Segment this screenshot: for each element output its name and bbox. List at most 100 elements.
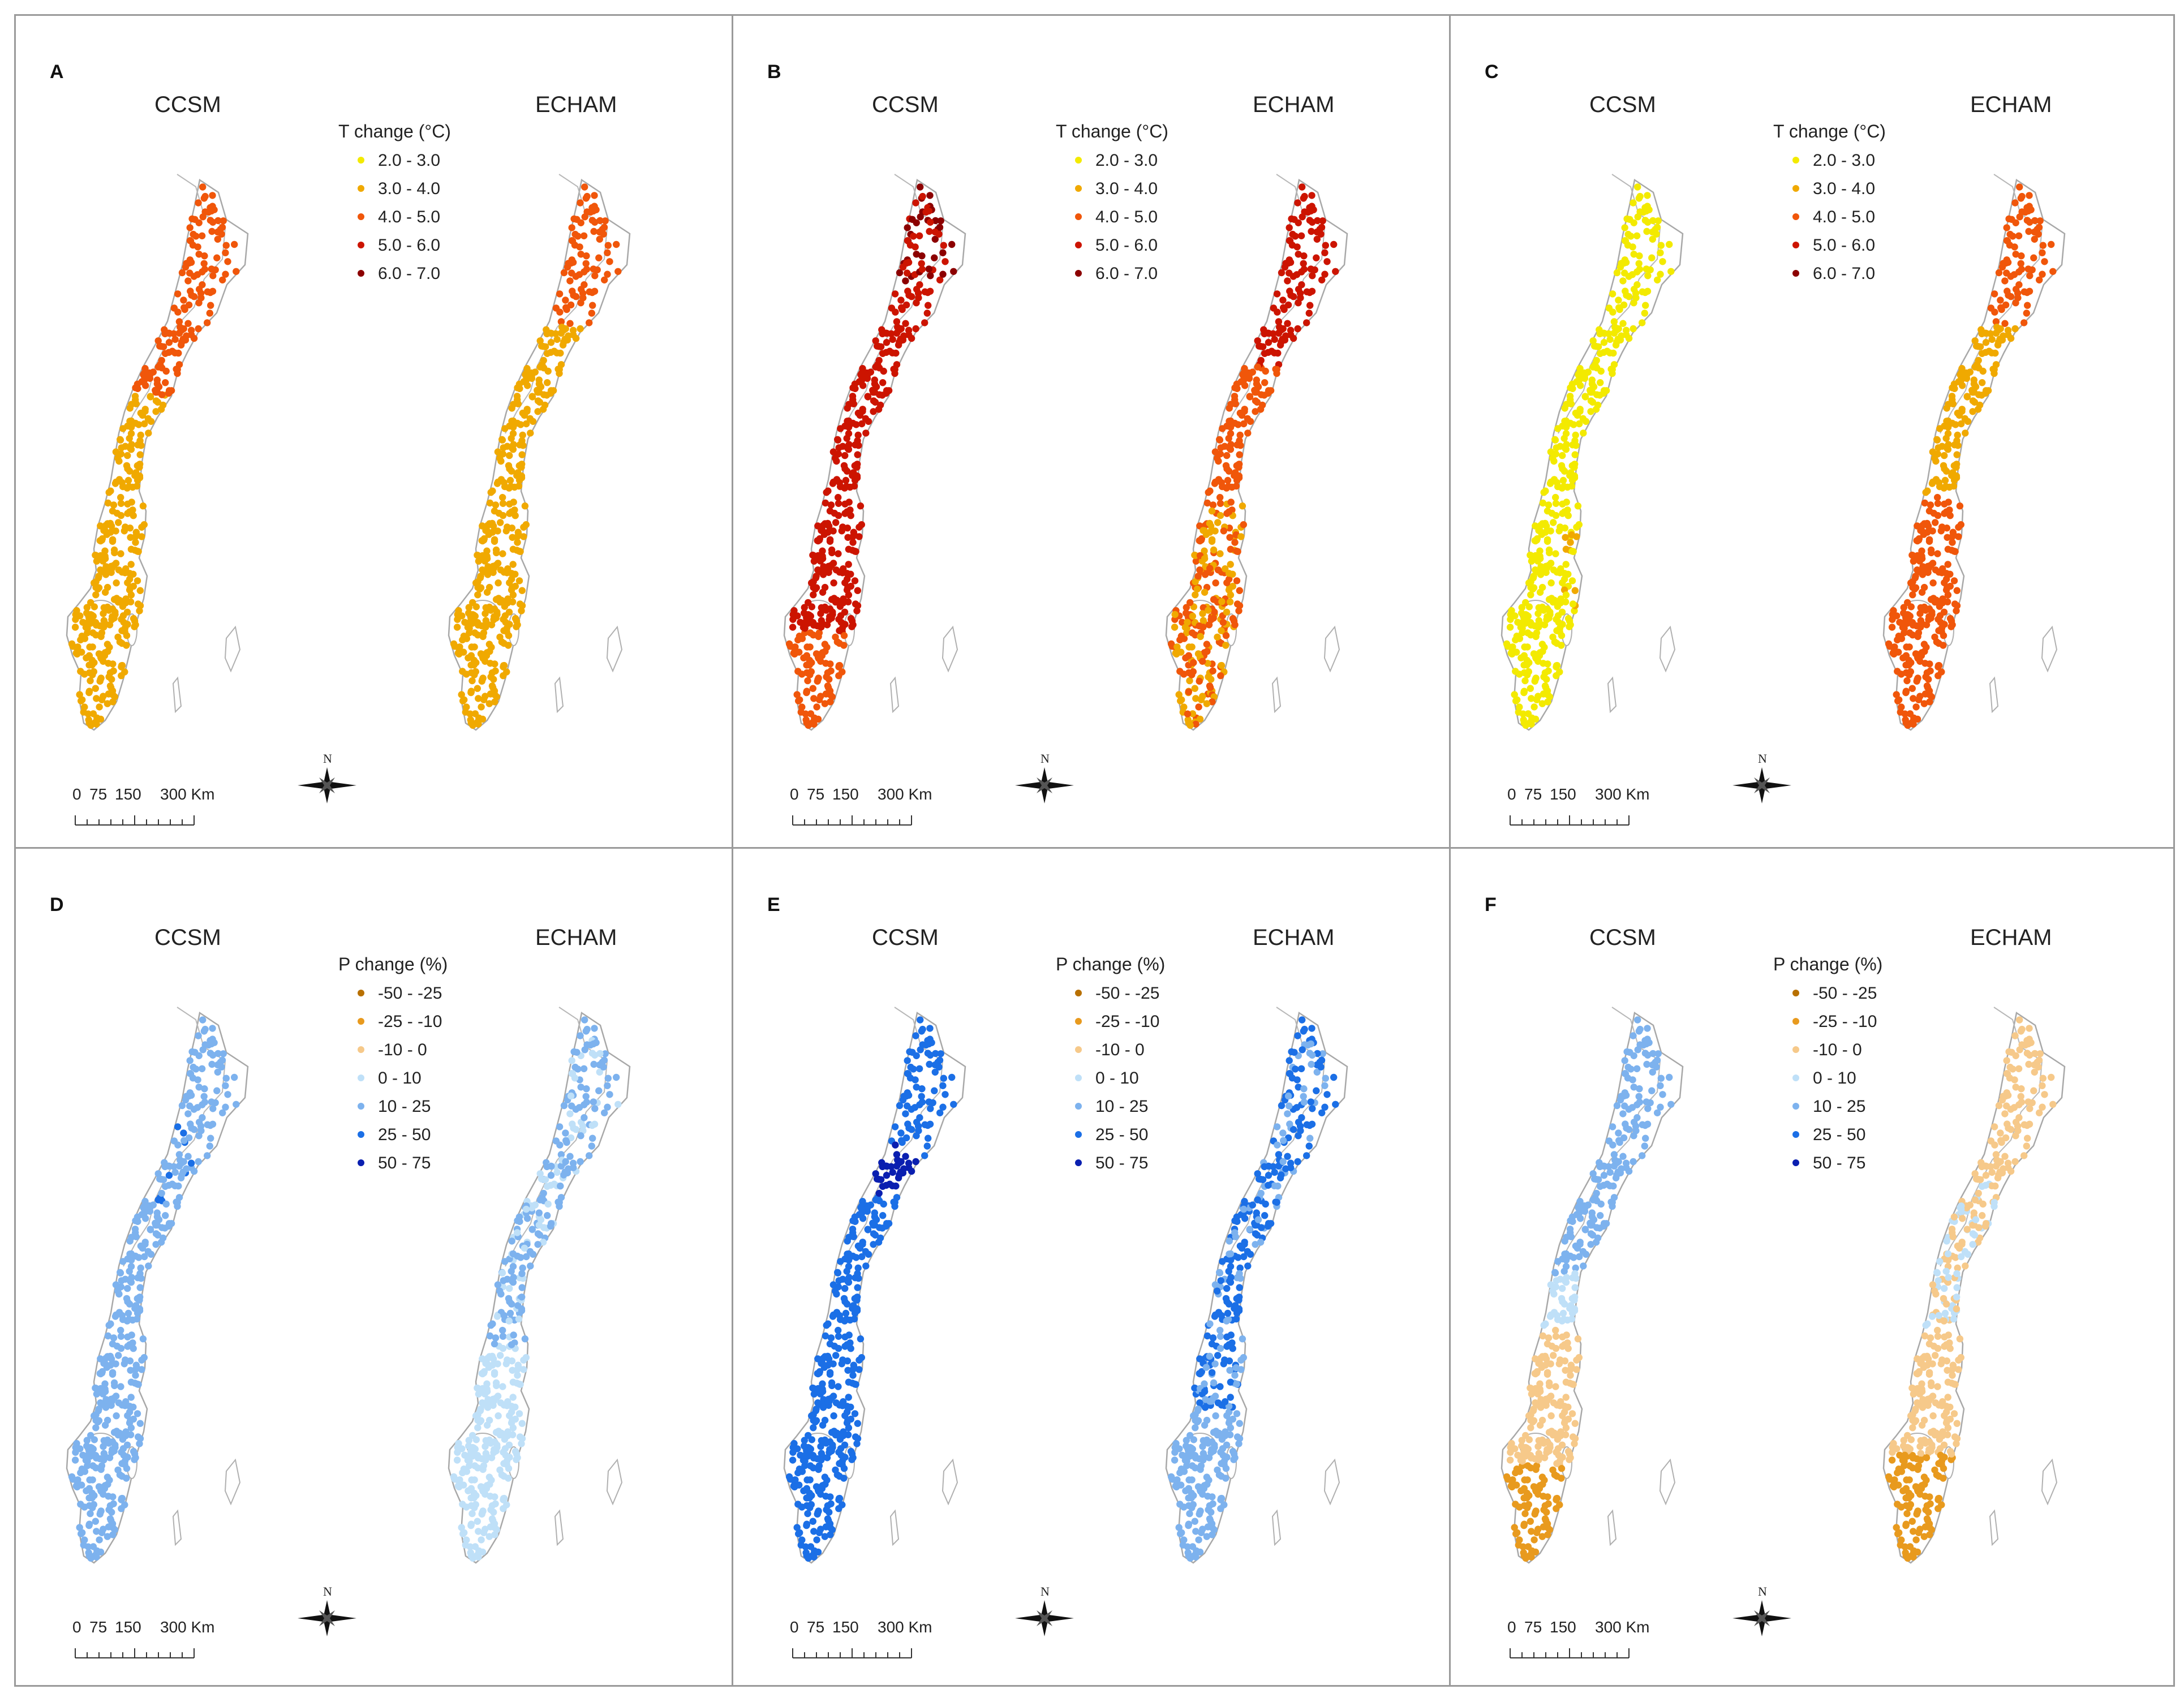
- legend-label: 6.0 - 7.0: [1813, 264, 1875, 283]
- station-dot: [823, 1439, 830, 1447]
- station-dot: [1918, 547, 1925, 555]
- station-dot: [1569, 600, 1577, 608]
- station-dot: [1921, 648, 1928, 655]
- station-dot: [924, 1121, 931, 1129]
- station-dot: [1197, 633, 1204, 641]
- station-dot: [1235, 607, 1243, 614]
- station-dot: [1545, 546, 1553, 554]
- station-dot: [89, 643, 96, 651]
- station-dot: [819, 1404, 827, 1411]
- station-dot: [1224, 1309, 1232, 1317]
- station-dot: [1265, 387, 1272, 394]
- station-dot: [1211, 527, 1219, 535]
- station-dot: [840, 462, 848, 470]
- station-dot: [1218, 1312, 1225, 1320]
- station-dot: [1518, 604, 1525, 611]
- station-dot: [1214, 566, 1222, 574]
- legend-swatch: [1075, 1075, 1082, 1081]
- station-dot: [870, 397, 878, 405]
- station-dot: [1192, 1424, 1199, 1432]
- station-dot: [1979, 379, 1986, 386]
- station-dot: [604, 1075, 612, 1082]
- station-dot: [596, 1061, 603, 1069]
- legend-swatch: [358, 157, 364, 164]
- station-dot: [1231, 1229, 1239, 1236]
- station-dot: [495, 1412, 502, 1420]
- station-dot: [128, 1331, 135, 1339]
- station-dot: [1902, 716, 1909, 724]
- station-dot: [1929, 448, 1937, 455]
- station-dot: [500, 627, 508, 634]
- station-dot: [96, 703, 103, 711]
- station-dot: [524, 382, 531, 389]
- station-dot: [589, 1134, 596, 1142]
- station-dot: [1928, 480, 1936, 487]
- station-dot: [479, 1548, 487, 1556]
- station-dot: [557, 1182, 564, 1190]
- station-dot: [496, 1287, 504, 1295]
- station-dot: [1233, 1433, 1241, 1441]
- station-dot: [871, 376, 878, 384]
- station-dot: [1265, 349, 1272, 356]
- station-dot: [136, 437, 144, 445]
- station-dot: [1534, 657, 1542, 665]
- station-dot: [500, 1460, 508, 1467]
- station-dot: [466, 618, 474, 626]
- station-dot: [518, 461, 526, 468]
- station-dot: [1610, 318, 1618, 325]
- station-dot: [614, 1101, 622, 1108]
- station-dot: [97, 566, 104, 574]
- station-dot: [87, 677, 94, 685]
- station-dot: [814, 1370, 822, 1378]
- station-dot: [2003, 224, 2010, 231]
- station-dot: [1209, 698, 1216, 706]
- legend-swatch: [358, 1018, 364, 1025]
- station-dot: [803, 1521, 810, 1528]
- station-dot: [931, 235, 939, 243]
- station-dot: [1944, 545, 1952, 553]
- station-dot: [1305, 310, 1313, 317]
- station-dot: [491, 536, 498, 543]
- station-dot: [590, 1040, 597, 1048]
- station-dot: [1561, 405, 1568, 412]
- station-dot: [1619, 277, 1627, 285]
- station-dot: [110, 1379, 118, 1387]
- station-dot: [505, 642, 512, 649]
- station-dot: [122, 1398, 130, 1406]
- station-dot: [1549, 633, 1557, 641]
- station-dot: [1568, 547, 1576, 555]
- station-dot: [1186, 721, 1194, 729]
- station-dot: [1532, 537, 1540, 545]
- station-dot: [222, 270, 229, 278]
- station-dot: [502, 618, 509, 626]
- station-dot: [858, 1205, 866, 1213]
- station-dot: [827, 501, 835, 509]
- station-dot: [843, 1300, 851, 1308]
- station-dot: [109, 698, 117, 706]
- station-dot: [811, 1418, 819, 1426]
- station-dot: [510, 1274, 517, 1281]
- station-dot: [1554, 598, 1561, 605]
- station-dot: [1195, 1536, 1202, 1544]
- station-dot: [233, 268, 240, 275]
- station-dot: [515, 482, 523, 490]
- station-dot: [931, 1087, 938, 1094]
- station-dot: [798, 671, 806, 678]
- station-dot: [132, 539, 139, 546]
- station-dot: [1257, 356, 1265, 364]
- island-gotland: [224, 625, 241, 673]
- station-dot: [1216, 493, 1224, 501]
- legend-swatch: [358, 242, 364, 248]
- station-dot: [566, 320, 574, 327]
- station-dot: [1295, 1084, 1302, 1091]
- station-dot: [467, 1485, 475, 1492]
- station-dot: [516, 600, 524, 608]
- station-dot: [803, 1485, 811, 1492]
- station-dot: [142, 382, 149, 389]
- station-dot: [1233, 1213, 1241, 1220]
- station-dot: [1588, 376, 1596, 384]
- station-dot: [510, 498, 517, 506]
- station-dot: [74, 1483, 81, 1491]
- station-dot: [1177, 633, 1185, 640]
- station-dot: [883, 387, 891, 394]
